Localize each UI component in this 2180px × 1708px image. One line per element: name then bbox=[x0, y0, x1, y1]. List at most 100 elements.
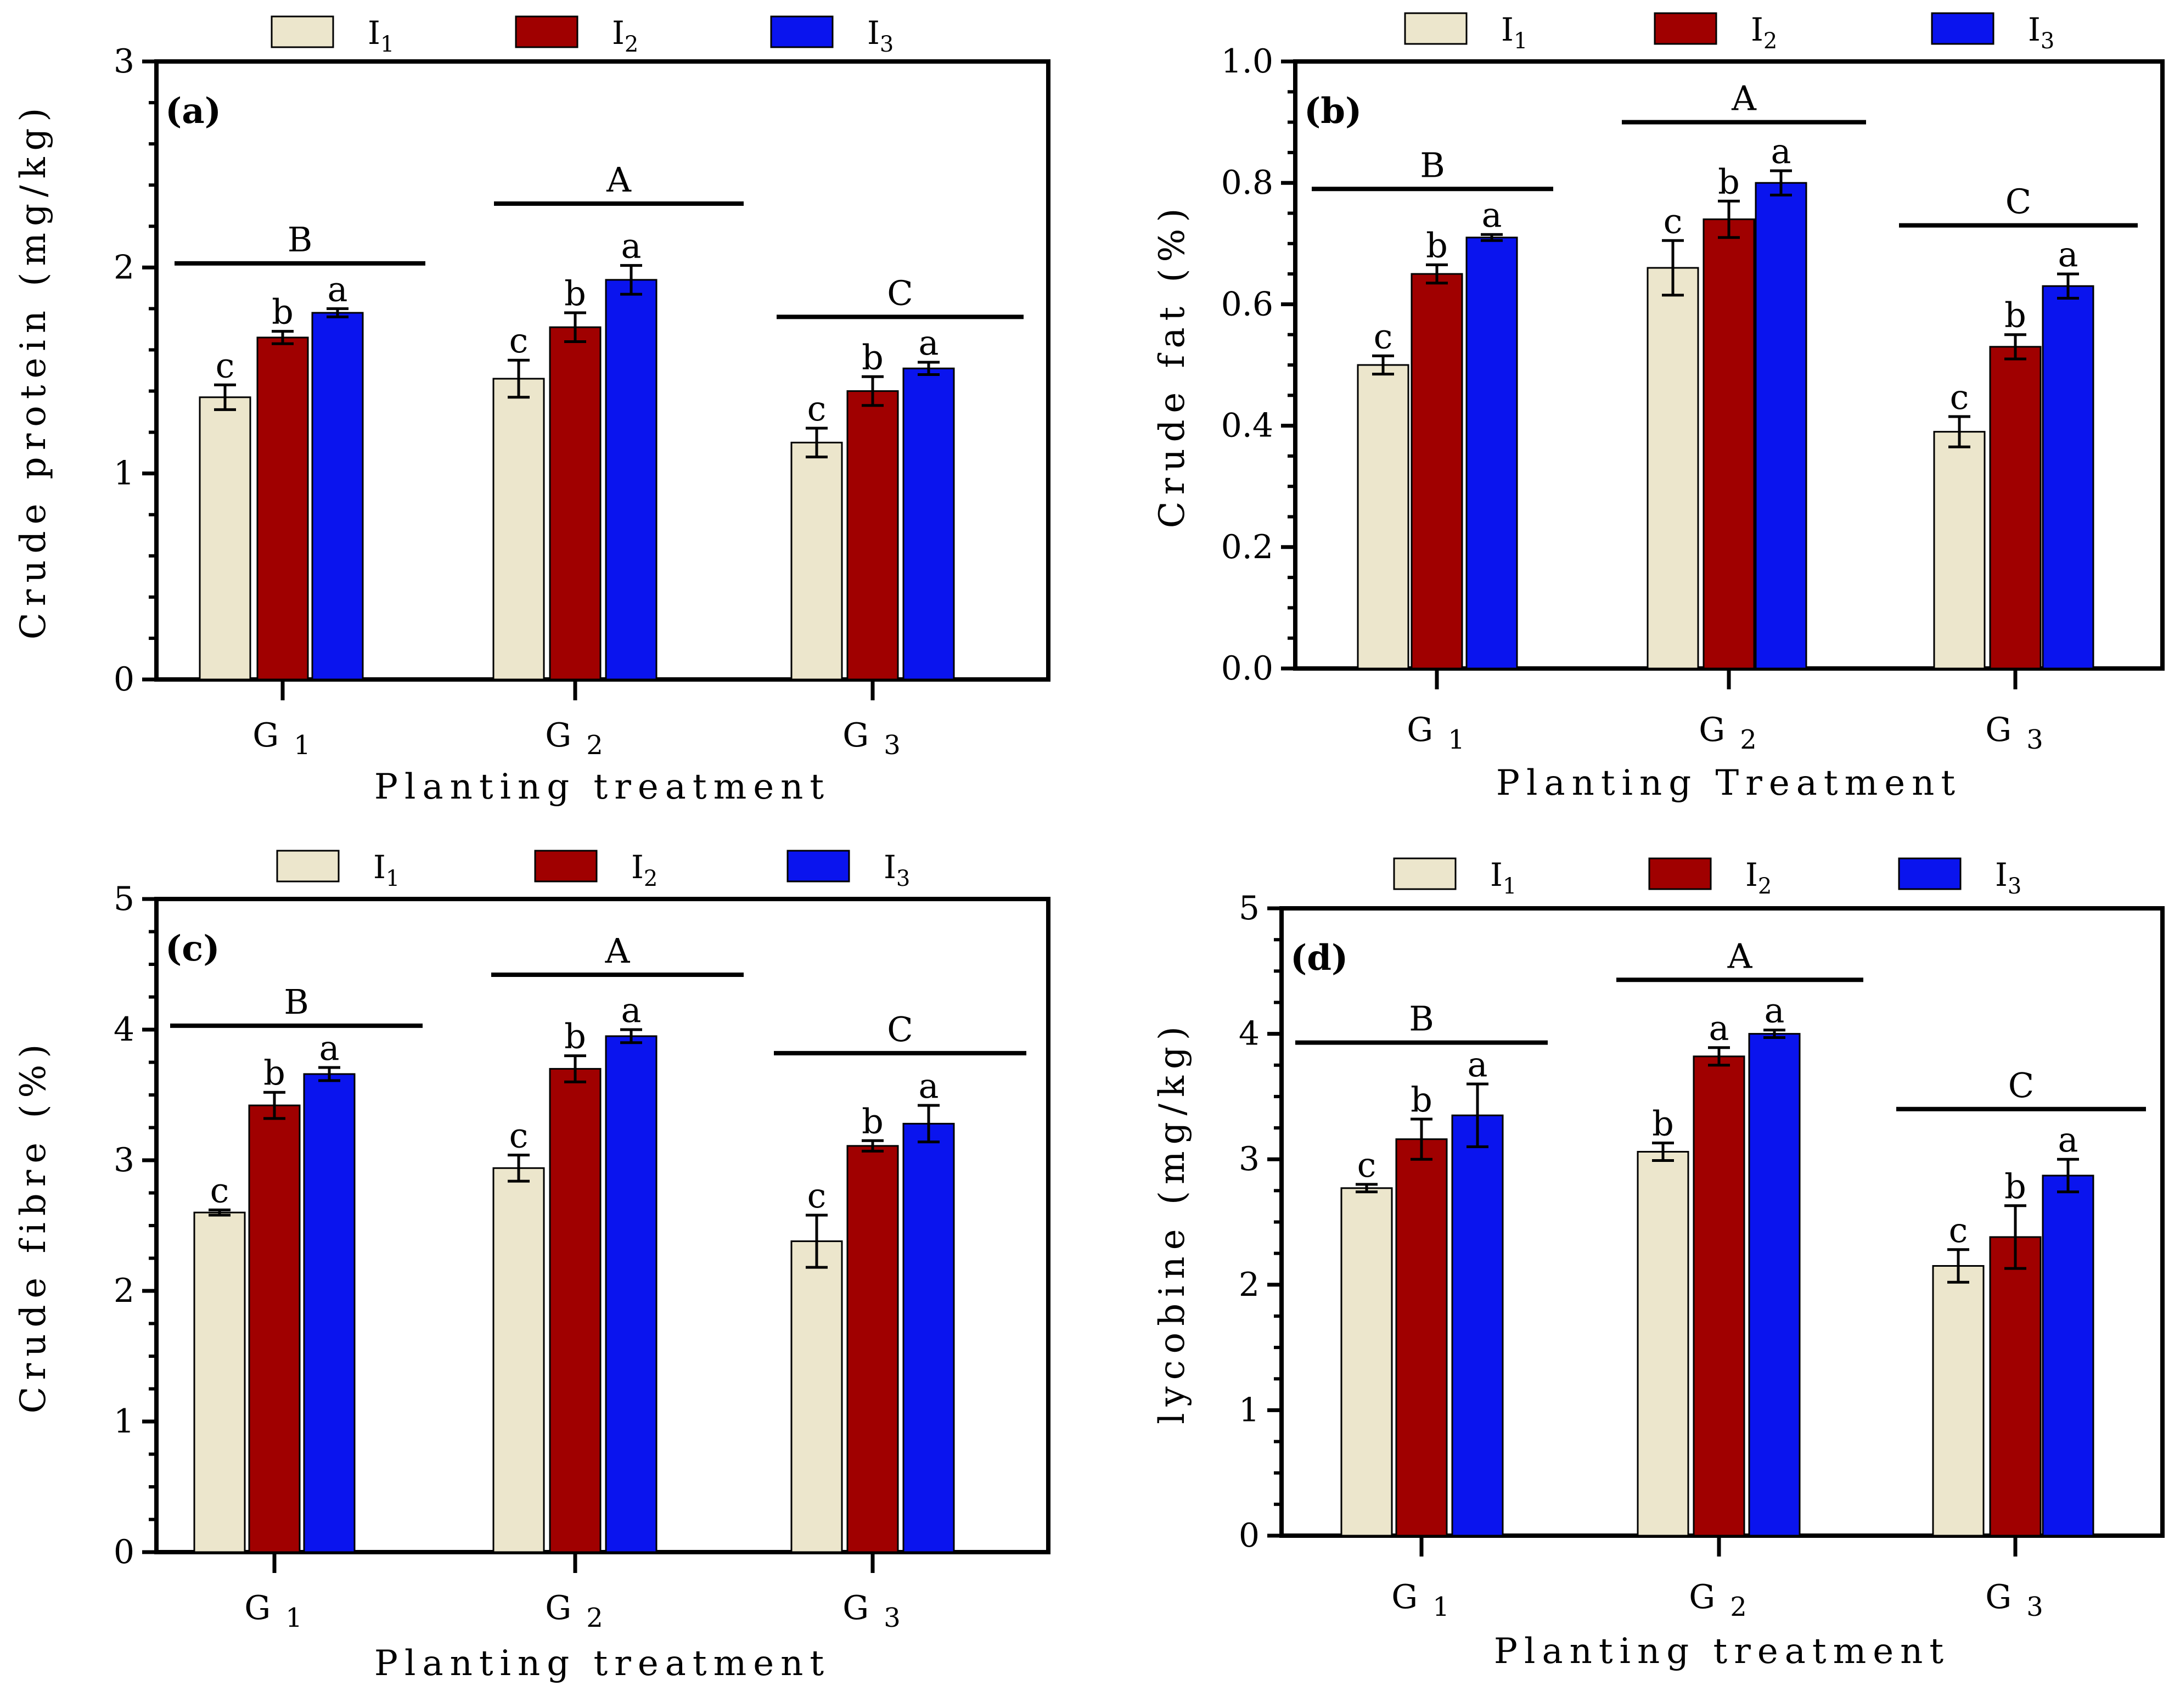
group-letter: C bbox=[887, 1009, 913, 1049]
significance-letter: c bbox=[1374, 316, 1393, 356]
x-tick-label: G 2 bbox=[545, 1589, 605, 1633]
significance-letter: c bbox=[1357, 1145, 1376, 1185]
bar-I2-1 bbox=[1411, 273, 1463, 670]
panel-label: (a) bbox=[165, 91, 221, 132]
bar-I3-3 bbox=[902, 367, 955, 681]
bar-I2-2 bbox=[549, 326, 602, 681]
group-letter: B bbox=[1409, 999, 1434, 1039]
legend-swatch-I3 bbox=[1931, 12, 1994, 45]
bar-I3-3 bbox=[2042, 1175, 2094, 1537]
bar-I3-1 bbox=[303, 1073, 356, 1553]
significance-letter: c bbox=[807, 1176, 827, 1216]
legend-label-I2: I2 bbox=[612, 14, 638, 57]
y-tick-label: 0.4 bbox=[1221, 407, 1273, 445]
x-tick-label: G 1 bbox=[244, 1589, 305, 1633]
bar-I3-3 bbox=[2042, 285, 2094, 670]
y-tick-label: 0 bbox=[1239, 1516, 1260, 1555]
legend-swatch-I2 bbox=[1654, 12, 1717, 45]
x-tick-label: G 2 bbox=[1689, 1578, 1749, 1622]
y-tick-label: 1 bbox=[1239, 1391, 1260, 1429]
y-tick-label: 4 bbox=[114, 1010, 134, 1049]
y-axis-title: Crude fat (%) bbox=[1152, 202, 1193, 529]
x-tick-label: G 3 bbox=[842, 716, 903, 761]
plot-frame bbox=[154, 59, 1050, 682]
legend-swatch-I1 bbox=[276, 850, 340, 883]
legend-swatch-I2 bbox=[1648, 857, 1712, 890]
significance-letter: a bbox=[1771, 131, 1791, 171]
group-letter: A bbox=[1731, 78, 1757, 119]
legend-label-I2: I2 bbox=[631, 849, 658, 891]
significance-letter: a bbox=[1765, 991, 1785, 1031]
significance-letter: a bbox=[2058, 1120, 2078, 1160]
y-tick-label: 2 bbox=[1239, 1266, 1260, 1304]
legend-swatch-I1 bbox=[271, 15, 334, 48]
legend-label-I1: I1 bbox=[368, 14, 394, 57]
bar-I2-3 bbox=[1989, 1236, 2042, 1537]
group-letter: C bbox=[887, 273, 913, 313]
legend-swatch-I1 bbox=[1393, 857, 1457, 890]
bar-I3-3 bbox=[902, 1122, 955, 1553]
y-tick-label: 5 bbox=[114, 880, 134, 918]
significance-letter: a bbox=[919, 1066, 939, 1106]
significance-letter: b bbox=[564, 1016, 586, 1057]
legend-label-I3: I3 bbox=[2028, 11, 2054, 54]
group-letter: B bbox=[284, 982, 309, 1022]
significance-letter: b bbox=[862, 1101, 884, 1141]
y-tick-label: 5 bbox=[1239, 889, 1260, 928]
bar-I3-2 bbox=[605, 1035, 658, 1553]
y-tick-label: 0.2 bbox=[1221, 528, 1273, 566]
significance-letter: a bbox=[1468, 1044, 1488, 1085]
x-axis-title: Planting Treatment bbox=[1496, 763, 1962, 804]
y-tick-label: 1.0 bbox=[1221, 42, 1273, 81]
group-letter: C bbox=[2005, 182, 2031, 222]
x-tick-label: G 3 bbox=[1985, 1578, 2046, 1622]
bar-I1-1 bbox=[199, 396, 251, 681]
group-letter: C bbox=[2008, 1065, 2034, 1105]
significance-letter: c bbox=[1949, 1210, 1968, 1250]
significance-letter: a bbox=[328, 269, 348, 309]
y-tick-label: 2 bbox=[114, 1272, 134, 1310]
legend-label-I1: I1 bbox=[1490, 856, 1516, 899]
significance-letter: c bbox=[210, 1170, 229, 1210]
bar-I1-2 bbox=[492, 378, 545, 681]
significance-letter: b bbox=[2004, 295, 2026, 335]
significance-letter: b bbox=[1411, 1080, 1432, 1120]
bar-I3-1 bbox=[311, 312, 364, 681]
legend-swatch-I2 bbox=[515, 15, 578, 48]
y-tick-label: 1 bbox=[114, 454, 134, 493]
significance-letter: b bbox=[564, 273, 586, 313]
y-tick-label: 0 bbox=[114, 660, 134, 699]
legend-label-I2: I2 bbox=[1745, 856, 1772, 899]
legend-label-I3: I3 bbox=[884, 849, 910, 891]
bar-I1-3 bbox=[1932, 1265, 1985, 1537]
bar-I2-3 bbox=[846, 390, 899, 681]
x-tick-label: G 1 bbox=[1407, 711, 1467, 755]
group-letter: B bbox=[1420, 145, 1445, 185]
bar-I2-2 bbox=[549, 1068, 602, 1553]
bar-I1-1 bbox=[1340, 1187, 1393, 1537]
significance-letter: a bbox=[621, 226, 642, 266]
x-tick-label: G 2 bbox=[545, 716, 605, 761]
x-tick-label: G 3 bbox=[1985, 711, 2046, 755]
legend-label-I1: I1 bbox=[373, 849, 400, 891]
y-tick-label: 0 bbox=[114, 1533, 134, 1571]
group-letter: A bbox=[606, 160, 632, 200]
y-tick-label: 2 bbox=[114, 248, 134, 286]
bar-I3-2 bbox=[1748, 1033, 1801, 1537]
bar-I2-1 bbox=[248, 1104, 301, 1553]
significance-letter: a bbox=[1482, 195, 1502, 235]
bar-I1-2 bbox=[1647, 267, 1699, 670]
significance-letter: a bbox=[1709, 1008, 1729, 1048]
y-tick-label: 0.8 bbox=[1221, 164, 1273, 202]
group-letter: A bbox=[605, 931, 631, 971]
bar-I1-3 bbox=[790, 1240, 843, 1553]
significance-letter: b bbox=[1652, 1103, 1674, 1143]
significance-letter: c bbox=[216, 345, 235, 385]
significance-letter: b bbox=[1426, 226, 1448, 266]
y-tick-label: 1 bbox=[114, 1402, 134, 1441]
y-tick-label: 0.6 bbox=[1221, 285, 1273, 323]
